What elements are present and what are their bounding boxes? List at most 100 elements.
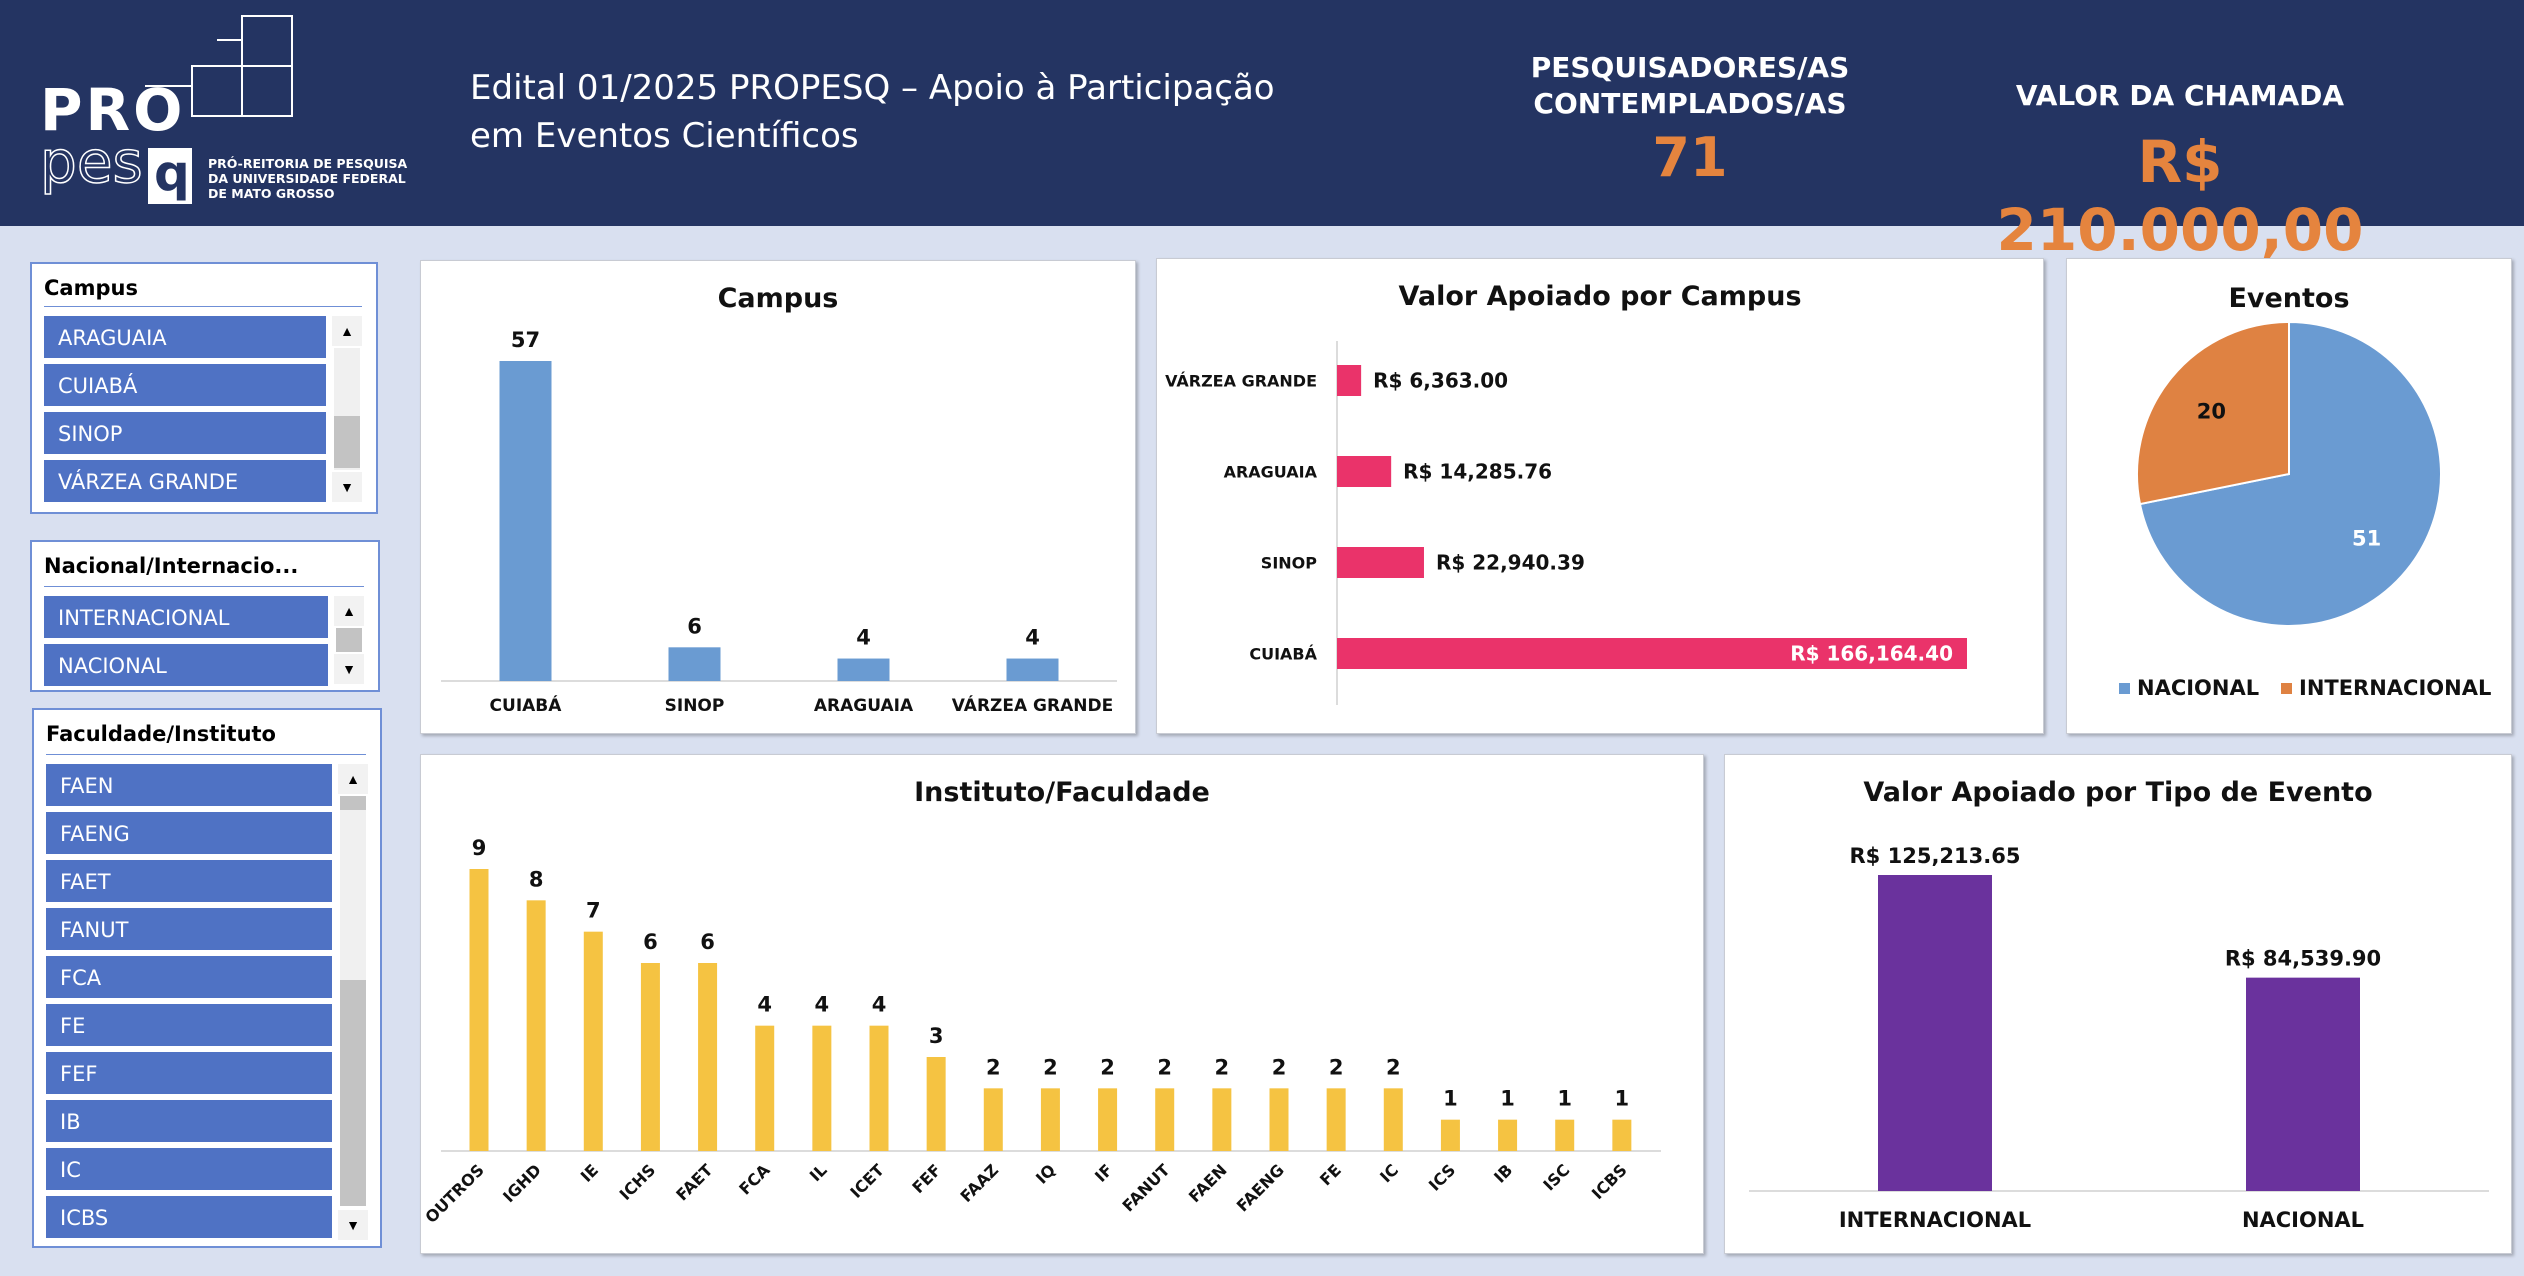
pie-slice-internacional [2136,320,2290,506]
logo-pro-text: PRO [40,76,185,144]
kpi-researchers-label-1: PESQUISADORES/AS [1530,51,1850,84]
bar-instituto-6 [812,1025,832,1151]
bar-instituto-4 [698,963,718,1151]
data-label-instituto-10: 2 [1043,1055,1058,1079]
scroll-down-icon[interactable]: ▼ [334,654,364,684]
kpi-researchers-value: 71 [1652,126,1728,189]
page-title: Edital 01/2025 PROPESQ – Apoio à Partici… [470,68,1275,156]
data-label-instituto-18: 1 [1500,1087,1515,1111]
bar-instituto-15 [1326,1088,1346,1151]
slicer-item-sinop[interactable]: SINOP [44,412,326,454]
data-label-instituto-11: 2 [1100,1055,1115,1079]
chart-valor-campus: VÁRZEA GRANDE R$ 6,363.00 ARAGUAIA R$ 14,28… [1165,341,1967,705]
tick-label-valor-tipo-0: INTERNACIONAL [1839,1208,2031,1232]
slicer-item-varzea-grande[interactable]: VÁRZEA GRANDE [44,460,326,502]
bar-instituto-14 [1269,1088,1289,1151]
slicer-nacional-internacional: Nacional/Internacio... INTERNACIONAL NAC… [30,540,380,692]
slicer-faculdade-scrollbar[interactable]: ▲ ▼ [338,764,368,1240]
chart-eventos-card: Eventos 51 20 NACIONAL INTERNACIONAL [2066,258,2512,734]
data-label-campus-0: 57 [511,328,540,352]
slicer-item-araguaia[interactable]: ARAGUAIA [44,316,326,358]
scroll-up-icon[interactable]: ▲ [332,316,362,346]
pie-label-nacional: 51 [2352,527,2381,551]
scroll-up-icon[interactable]: ▲ [334,596,364,626]
bar-instituto-16 [1383,1088,1403,1151]
slicer-item-cuiaba[interactable]: CUIABÁ [44,364,326,406]
data-label-instituto-16: 2 [1386,1055,1401,1079]
slicer-item-icbs[interactable]: ICBS [46,1196,332,1238]
tick-label-instituto-9: FAAZ [957,1160,1003,1206]
data-label-valor-campus-2: R$ 22,940.39 [1436,551,1585,575]
logo-caption-2: DA UNIVERSIDADE FEDERAL [208,171,406,186]
slicer-item-fef[interactable]: FEF [46,1052,332,1094]
scroll-thumb[interactable] [336,628,362,652]
data-label-instituto-5: 4 [757,993,772,1017]
data-label-valor-campus-3: R$ 166,164.40 [1790,642,1953,666]
scroll-thumb[interactable] [340,796,366,810]
data-label-instituto-13: 2 [1215,1055,1230,1079]
slicer-item-faeng[interactable]: FAENG [46,812,332,854]
scroll-thumb-lower[interactable] [340,980,366,1206]
slicer-nacional-scrollbar[interactable]: ▲ ▼ [334,596,364,684]
bar-valor-campus-1 [1337,456,1392,487]
slicer-item-faet[interactable]: FAET [46,860,332,902]
slicer-item-fca[interactable]: FCA [46,956,332,998]
tick-label-instituto-6: IL [806,1160,831,1185]
tick-label-instituto-8: FEF [908,1160,945,1197]
legend-swatch-internacional [2281,683,2292,694]
slicer-item-fe[interactable]: FE [46,1004,332,1046]
data-label-campus-3: 4 [1025,626,1040,650]
slicer-item-nacional[interactable]: NACIONAL [44,644,328,686]
data-label-instituto-9: 2 [986,1055,1001,1079]
bar-campus-1 [668,647,721,681]
slicer-item-faen[interactable]: FAEN [46,764,332,806]
bar-instituto-18 [1498,1119,1518,1151]
slicer-campus-title: Campus [44,276,138,300]
pie-label-internacional: 20 [2197,399,2226,423]
bar-instituto-8 [926,1057,946,1151]
bar-instituto-17 [1440,1119,1460,1151]
logo-caption-3: DE MATO GROSSO [208,186,335,201]
bar-instituto-1 [526,900,546,1151]
chart-instituto: 9 OUTROS 8 IGHD 7 IE 6 ICHS 6 FAET 4 FCA 4 IL 4 ICET 3 FE… [421,836,1661,1227]
slicer-item-internacional[interactable]: INTERNACIONAL [44,596,328,638]
slicer-campus-scrollbar[interactable]: ▲ ▼ [332,316,362,502]
scroll-thumb[interactable] [334,416,360,468]
slicer-nacional-title: Nacional/Internacio... [44,554,299,578]
bar-instituto-7 [869,1025,889,1151]
data-label-instituto-15: 2 [1329,1055,1344,1079]
scroll-down-icon[interactable]: ▼ [338,1210,368,1240]
legend-swatch-nacional [2119,683,2130,694]
bar-campus-0 [499,361,552,681]
tick-label-instituto-7: ICET [846,1160,887,1201]
data-label-instituto-14: 2 [1272,1055,1287,1079]
chart-eventos: 51 20 NACIONAL INTERNACIONAL [2119,320,2491,700]
bar-instituto-10 [1040,1088,1060,1151]
chart-instituto-title: Instituto/Faculdade [914,777,1210,808]
scroll-down-icon[interactable]: ▼ [332,472,362,502]
logo-pesq-text: pes [40,128,143,196]
bar-instituto-0 [469,869,489,1151]
legend-label-internacional: INTERNACIONAL [2299,676,2491,700]
tick-label-campus-2: ARAGUAIA [814,696,914,716]
data-label-instituto-19: 1 [1557,1087,1572,1111]
slicer-campus: Campus ARAGUAIA CUIABÁ SINOP VÁRZEA GRAN… [30,262,378,514]
tick-label-campus-1: SINOP [665,696,725,716]
data-label-instituto-12: 2 [1157,1055,1172,1079]
tick-label-instituto-3: ICHS [616,1160,660,1204]
logo-caption-1: PRÓ-REITORIA DE PESQUISA [208,156,408,171]
kpi-call-value-label: VALOR DA CHAMADA [2015,79,2345,112]
data-label-valor-campus-1: R$ 14,285.76 [1403,460,1552,484]
scroll-up-icon[interactable]: ▲ [338,764,368,794]
kpi-researchers: PESQUISADORES/AS CONTEMPLADOS/AS 71 [1520,50,1860,189]
kpi-call-value-amount: R$ 210.000,00 [1996,128,2364,264]
slicer-item-fanut[interactable]: FANUT [46,908,332,950]
data-label-instituto-0: 9 [472,836,487,860]
slicer-faculdade-title: Faculdade/Instituto [46,722,276,746]
tick-label-instituto-4: FAET [672,1160,716,1204]
tick-label-instituto-17: ICS [1425,1160,1459,1194]
tick-label-instituto-16: IC [1376,1160,1402,1186]
tick-label-valor-tipo-1: NACIONAL [2242,1208,2364,1232]
slicer-item-ic[interactable]: IC [46,1148,332,1190]
slicer-item-ib[interactable]: IB [46,1100,332,1142]
